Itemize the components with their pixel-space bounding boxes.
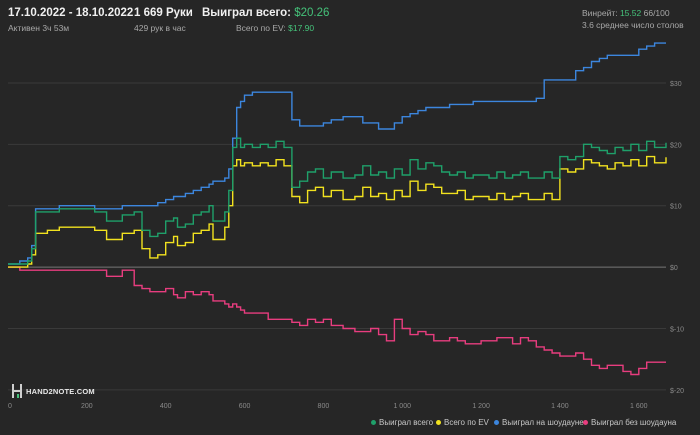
winrate-label: Винрейт: [582,8,618,18]
series-line-ev [8,155,667,268]
won-total-value: $20.26 [294,7,330,19]
date-range: 17.10.2022 - 18.10.2022 [8,7,134,19]
y-tick-label: $20 [670,142,682,149]
y-tick-label: $0 [670,265,678,272]
x-tick-label: 600 [239,403,251,410]
x-tick-label: 1 200 [472,403,490,410]
x-tick-label: 800 [318,403,330,410]
winrate-hands: 66/100 [643,8,670,18]
legend-label-ev: Всего по EV [444,418,489,427]
series-line-won-total [8,137,667,265]
x-tick-label: 1 000 [393,403,411,410]
logo-text: HAND2NOTE.COM [26,386,95,396]
legend-dot-non-showdown [583,420,588,426]
legend-label-won-total: Выиграл всего [379,418,434,427]
legend-item-non-showdown[interactable]: Выиграл без шоудауна [583,418,676,427]
logo: HAND2NOTE.COM [12,384,95,398]
legend-item-won-total[interactable]: Выиграл всего [371,418,433,427]
legend-item-showdown[interactable]: Выиграл на шоудауне [494,418,584,427]
y-tick-label: $30 [670,81,682,88]
y-tick-label: $10 [670,204,682,211]
x-tick-label: 1 400 [551,403,569,410]
active-time: Активен 3ч 53м [8,23,70,33]
legend-dot-won-total [371,420,376,426]
x-tick-label: 0 [8,403,12,410]
x-tick-label: 1 600 [630,403,648,410]
y-tick-label: $-20 [670,388,684,395]
ev-total-label: Всего по EV: [236,23,286,33]
series-line-non-showdown [8,266,666,376]
x-tick-label: 400 [160,403,172,410]
logo-icon [12,384,22,398]
hands-count: 1 669 Руки [134,7,193,19]
legend: Выиграл всего Всего по EV Выиграл на шоу… [0,418,700,432]
legend-label-showdown: Выиграл на шоудауне [502,418,584,427]
won-total: Выиграл всего: $20.26 [202,7,329,19]
ev-total-value: $17.90 [288,23,315,33]
legend-item-ev[interactable]: Всего по EV [436,418,489,427]
winrate: Винрейт: 15.52 66/100 [582,8,670,18]
header: 17.10.2022 - 18.10.2022 Активен 3ч 53м 1… [0,0,700,40]
legend-dot-showdown [494,420,499,426]
legend-dot-ev [436,420,441,426]
won-total-label: Выиграл всего: [202,7,291,19]
ev-total: Всего по EV: $17.90 [236,23,314,33]
avg-tables: 3.6 среднее число столов [582,20,684,30]
hands-rate: 429 рук в час [134,23,186,33]
series-line-showdown [8,42,666,265]
winrate-value: 15.52 [619,8,642,18]
x-tick-label: 200 [81,403,93,410]
legend-label-non-showdown: Выиграл без шоудауна [591,418,677,427]
y-tick-label: $-10 [670,326,684,333]
